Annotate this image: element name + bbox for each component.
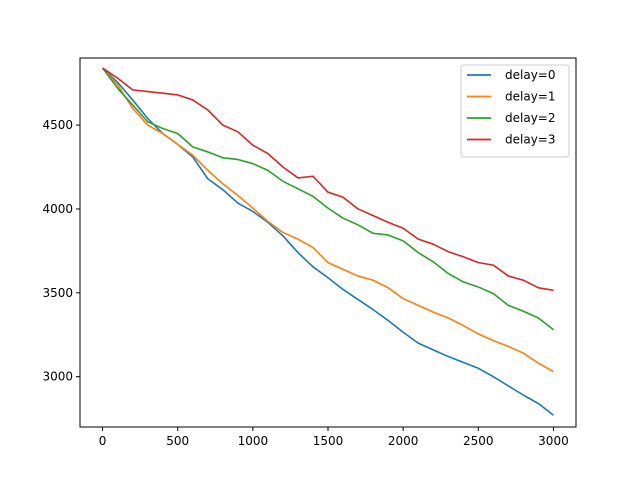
legend-label-0: delay=0 — [505, 68, 555, 82]
y-tick-label-0: 3000 — [42, 370, 73, 384]
series-line-2 — [101, 67, 554, 331]
x-tick-label-3: 1500 — [313, 434, 344, 448]
x-tick-label-4: 2000 — [388, 434, 419, 448]
x-axis: 0 500 1000 1500 2000 2500 3000 — [99, 427, 569, 448]
series-line-1 — [101, 67, 554, 373]
legend-label-3: delay=3 — [505, 133, 555, 147]
series-line-3 — [102, 67, 554, 292]
legend: delay=0 delay=1 delay=2 delay=3 — [460, 64, 570, 158]
legend-label-1: delay=1 — [505, 90, 555, 104]
y-tick-label-1: 3500 — [42, 286, 73, 300]
legend-box — [460, 64, 570, 158]
plot-series — [101, 67, 554, 416]
x-tick-label-2: 1000 — [238, 434, 269, 448]
x-tick-label-5: 2500 — [463, 434, 494, 448]
legend-label-2: delay=2 — [505, 111, 555, 125]
y-tick-label-3: 4500 — [42, 118, 73, 132]
x-tick-label-1: 500 — [166, 434, 189, 448]
x-tick-label-0: 0 — [99, 434, 107, 448]
y-axis: 3000 3500 4000 4500 — [42, 118, 80, 384]
y-tick-label-2: 4000 — [42, 202, 73, 216]
x-tick-label-6: 3000 — [538, 434, 569, 448]
